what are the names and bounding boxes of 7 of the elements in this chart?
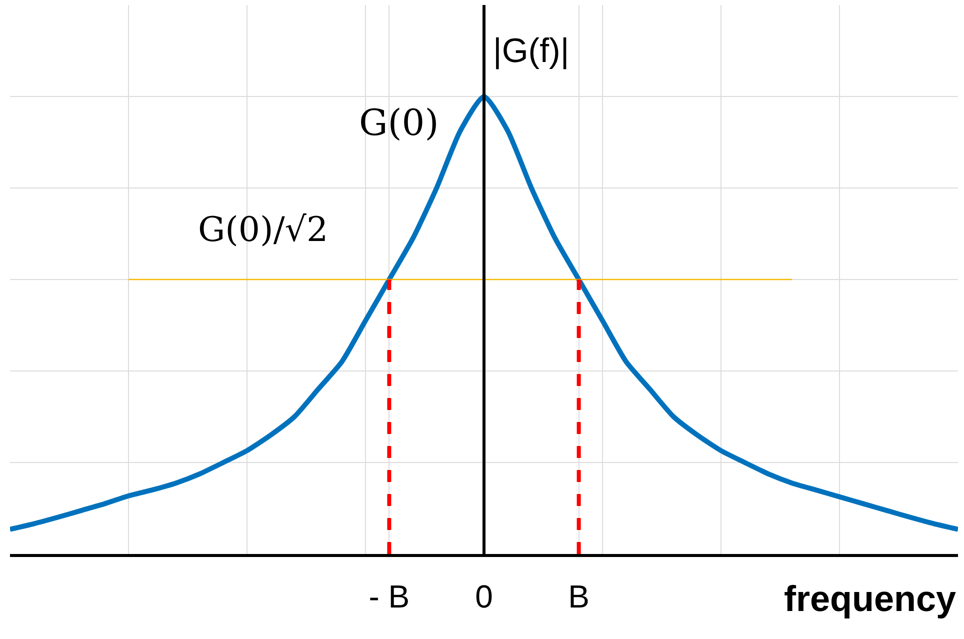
x-tick-label: B [568, 578, 590, 614]
x-axis-title: frequency [784, 578, 956, 619]
x-tick-label: 0 [475, 578, 493, 614]
ref-line-label: G(0)/√2 [198, 210, 328, 250]
y-axis-title: |G(f)| [493, 32, 570, 70]
x-tick-label: - B [368, 578, 410, 614]
annotation: G(0) [359, 103, 439, 144]
